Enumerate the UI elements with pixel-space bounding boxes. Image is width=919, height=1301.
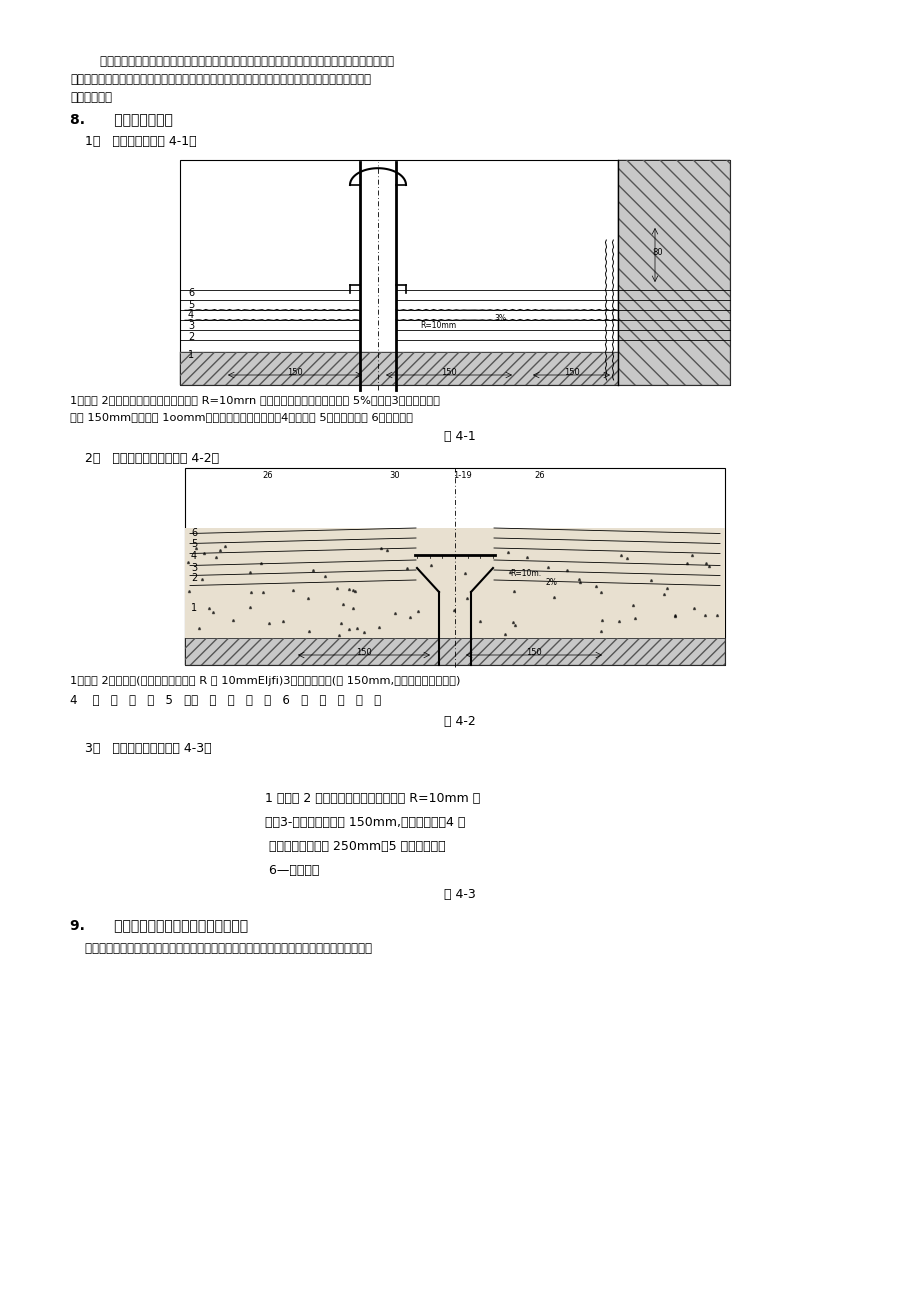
Bar: [180, 160, 729, 385]
Text: 1－楼板 2－找平层（管根与墙角做半径 R=10mrn 圆弧，凡靠墙的管根处均抹出 5%坡度）3－防水附加层: 1－楼板 2－找平层（管根与墙角做半径 R=10mrn 圆弧，凡靠墙的管根处均抹…: [70, 396, 439, 405]
Bar: [185, 637, 724, 665]
Text: 150: 150: [526, 648, 541, 657]
Text: 3: 3: [187, 321, 194, 330]
Text: 根据防水涂层施工工艺流程，对每道工序进行认真检查，做好记录，合格后方可进行下道工序: 根据防水涂层施工工艺流程，对每道工序进行认真检查，做好记录，合格后方可进行下道工…: [70, 942, 371, 955]
Text: 1、   管根学角（见图 4-1）: 1、 管根学角（见图 4-1）: [85, 135, 197, 148]
Text: 80: 80: [652, 247, 663, 256]
Text: 9.      氯丁胶乳沥青防水涂料防水层的验收: 9. 氯丁胶乳沥青防水涂料防水层的验收: [70, 919, 248, 932]
Text: 1: 1: [191, 602, 197, 613]
Bar: [185, 468, 724, 665]
Text: 4: 4: [191, 552, 197, 561]
Text: 4    一   防   水   层   5   一防   水   保   护   层   6   一   地   面   面   层: 4 一 防 水 层 5 一防 水 保 护 层 6 一 地 面 面 层: [70, 693, 380, 706]
Text: 5: 5: [187, 301, 194, 310]
Text: 5: 5: [191, 539, 197, 549]
Text: 2%: 2%: [544, 578, 556, 587]
Text: 30: 30: [390, 471, 400, 480]
Text: 2: 2: [187, 332, 194, 342]
Text: 6: 6: [187, 288, 194, 298]
Text: 氯丁胶乳沥青防水涂料的涂刷遍数和玻璃丝布（或无纺布）的层数，均根据设计要求去操作，可参: 氯丁胶乳沥青防水涂料的涂刷遍数和玻璃丝布（或无纺布）的层数，均根据设计要求去操作…: [70, 73, 370, 86]
Text: R=10mm: R=10mm: [420, 320, 456, 329]
Text: 3%: 3%: [494, 314, 505, 323]
Text: 弧）3-防水附加层（宽 150mm,高与地面平）4 一: 弧）3-防水附加层（宽 150mm,高与地面平）4 一: [265, 816, 465, 829]
Text: 6—地面面层: 6—地面面层: [265, 864, 319, 877]
Bar: [185, 528, 724, 637]
Text: 6: 6: [191, 528, 197, 539]
Text: 3、   门口细部做法（见图 4-3）: 3、 门口细部做法（见图 4-3）: [85, 742, 211, 755]
Text: 2: 2: [191, 572, 197, 583]
Text: 3: 3: [191, 563, 197, 572]
Text: 1: 1: [187, 350, 194, 360]
Text: 第三遍涂料干燥后，再铺一层布同时满刷最后一遍涂料，表面撒一层石渣，干透后做蓄水试验。: 第三遍涂料干燥后，再铺一层布同时满刷最后一遍涂料，表面撒一层石渣，干透后做蓄水试…: [70, 55, 393, 68]
Text: 150: 150: [287, 367, 302, 376]
Text: 图 4-2: 图 4-2: [444, 716, 475, 729]
Bar: [618, 160, 729, 385]
Bar: [618, 160, 729, 385]
Bar: [180, 353, 729, 385]
Text: 照上述方法。: 照上述方法。: [70, 91, 112, 104]
Text: 150: 150: [563, 367, 579, 376]
Text: 150: 150: [356, 648, 371, 657]
Text: 1－楼板 2－找平层(管根与墙角做半径 R 二 10mmEIjfi)3－防水附加层(宽 150mm,曾根处与标准地面平): 1－楼板 2－找平层(管根与墙角做半径 R 二 10mmEIjfi)3－防水附加…: [70, 677, 460, 686]
Text: 26: 26: [534, 471, 545, 480]
Text: 1-19: 1-19: [452, 471, 471, 480]
Text: 150: 150: [440, 367, 457, 376]
Text: （宽 150mm，墙角高 1oomm，管根处与标准地面平）4－防水层 5－防水保护层 6－地面面层: （宽 150mm，墙角高 1oomm，管根处与标准地面平）4－防水层 5－防水保…: [70, 412, 413, 422]
Text: 防水层（出外墙面 250mm）5 一防水保护层: 防水层（出外墙面 250mm）5 一防水保护层: [265, 840, 445, 853]
Text: 图 4-3: 图 4-3: [444, 889, 475, 902]
Text: 2、   地漏处细部做法（见图 4-2）: 2、 地漏处细部做法（见图 4-2）: [85, 451, 219, 464]
Text: R=10m.: R=10m.: [509, 569, 540, 578]
Text: 图 4-1: 图 4-1: [444, 431, 475, 444]
Text: 26: 26: [263, 471, 273, 480]
Bar: [185, 637, 724, 665]
Text: 4: 4: [187, 310, 194, 320]
Bar: [180, 353, 729, 385]
Text: 8.      防水层细部做法: 8. 防水层细部做法: [70, 112, 173, 126]
Text: 1 一楼板 2 一找平层（转角处做成半径 R=10mm 圆: 1 一楼板 2 一找平层（转角处做成半径 R=10mm 圆: [265, 792, 480, 805]
